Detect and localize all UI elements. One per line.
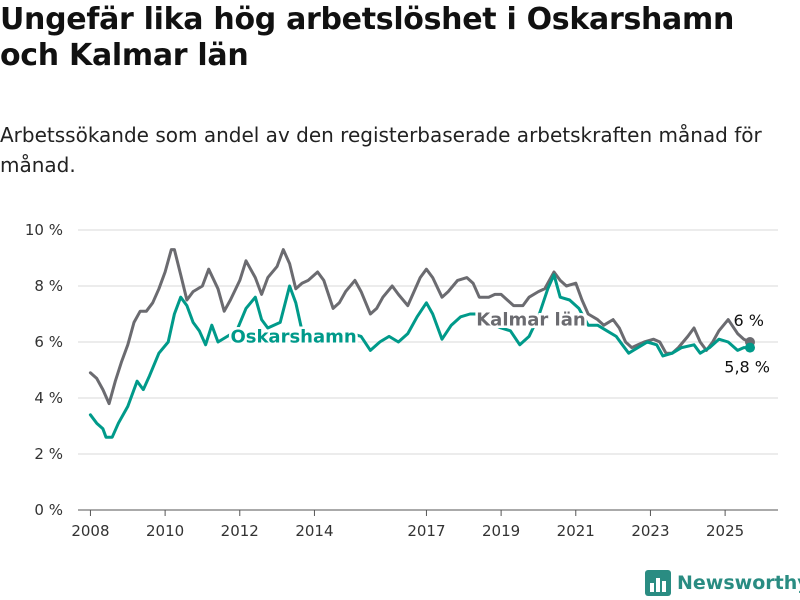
end-value-label: 6 % [734,311,764,330]
series-end-marker-oskarshamn [745,342,755,353]
x-tick-label: 2010 [146,522,184,540]
x-tick-label: 2023 [631,522,669,540]
grid-lines [78,229,778,511]
y-tick-label: 8 % [34,277,63,295]
y-axis-ticks: 0 % 2 % 4 % 6 % 8 % 10 % [25,221,63,519]
chart-subtitle: Arbetssökande som andel av den registerb… [0,123,762,177]
newsworthy-logo-text: Newsworthy [677,572,800,594]
series-line-kalmar-län [88,248,752,406]
y-tick-label: 6 % [34,333,63,351]
series-lines [88,248,755,439]
series-name-label: Kalmar län [476,310,585,331]
x-tick-label: 2014 [295,522,333,540]
newsworthy-logo-icon [645,570,671,596]
series-line-oskarshamn [88,273,752,439]
x-axis-ticks: 2008 2010 2012 2014 2017 2019 2021 2023 2025 [71,510,744,540]
x-tick-label: 2019 [482,522,520,540]
series-name-label: Oskarshamn [230,326,356,347]
end-value-label: 5,8 % [724,358,770,377]
y-tick-label: 10 % [25,221,63,239]
x-tick-label: 2021 [557,522,595,540]
x-tick-label: 2008 [71,522,109,540]
x-tick-label: 2017 [407,522,445,540]
y-tick-label: 0 % [34,501,63,519]
series-labels: Kalmar län Oskarshamn 6 % 5,8 % [228,307,770,377]
chart-title: Ungefär lika hög arbetslöshet i Oskarsha… [0,2,735,73]
x-tick-label: 2012 [221,522,259,540]
x-tick-label: 2025 [706,522,744,540]
newsworthy-logo: Newsworthy [645,568,800,598]
y-tick-label: 4 % [34,389,63,407]
y-tick-label: 2 % [34,445,63,463]
